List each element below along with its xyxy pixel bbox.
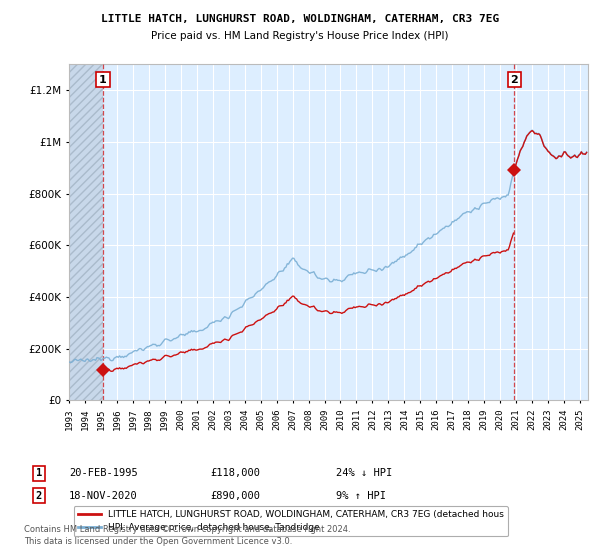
Text: 9% ↑ HPI: 9% ↑ HPI [336, 491, 386, 501]
Text: 18-NOV-2020: 18-NOV-2020 [69, 491, 138, 501]
Text: 2: 2 [511, 74, 518, 85]
Bar [69, 64, 103, 400]
Text: 20-FEB-1995: 20-FEB-1995 [69, 468, 138, 478]
Text: 1: 1 [36, 468, 42, 478]
Text: Price paid vs. HM Land Registry's House Price Index (HPI): Price paid vs. HM Land Registry's House … [151, 31, 449, 41]
Text: 24% ↓ HPI: 24% ↓ HPI [336, 468, 392, 478]
Text: 2: 2 [36, 491, 42, 501]
Text: £118,000: £118,000 [210, 468, 260, 478]
Legend: LITTLE HATCH, LUNGHURST ROAD, WOLDINGHAM, CATERHAM, CR3 7EG (detached hous, HPI:: LITTLE HATCH, LUNGHURST ROAD, WOLDINGHAM… [74, 506, 508, 536]
Text: 1: 1 [99, 74, 107, 85]
Text: £890,000: £890,000 [210, 491, 260, 501]
Text: This data is licensed under the Open Government Licence v3.0.: This data is licensed under the Open Gov… [24, 537, 292, 546]
Text: Contains HM Land Registry data © Crown copyright and database right 2024.: Contains HM Land Registry data © Crown c… [24, 525, 350, 534]
Text: LITTLE HATCH, LUNGHURST ROAD, WOLDINGHAM, CATERHAM, CR3 7EG: LITTLE HATCH, LUNGHURST ROAD, WOLDINGHAM… [101, 14, 499, 24]
